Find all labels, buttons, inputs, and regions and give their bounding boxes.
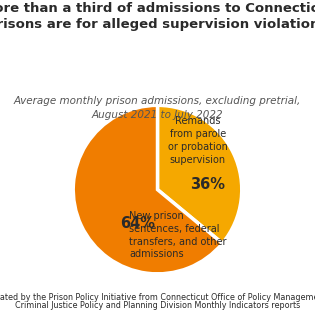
Wedge shape (158, 105, 242, 243)
Text: Remands
from parole
or probation
supervision: Remands from parole or probation supervi… (168, 116, 228, 165)
Text: Average monthly prison admissions, excluding pretrial,
August 2021 to July 2022: Average monthly prison admissions, exclu… (14, 96, 301, 119)
Text: Criminal Justice Policy and Planning Division Monthly Indicators reports: Criminal Justice Policy and Planning Div… (15, 301, 300, 310)
Text: 36%: 36% (190, 177, 225, 192)
Text: New prison
sentences, federal
transfers, and other
admissions: New prison sentences, federal transfers,… (129, 211, 226, 259)
Wedge shape (73, 105, 222, 274)
Text: More than a third of admissions to Connecticut
prisons are for alleged supervisi: More than a third of admissions to Conne… (0, 2, 315, 31)
Text: Created by the Prison Policy Initiative from Connecticut Office of Policy Manage: Created by the Prison Policy Initiative … (0, 293, 315, 302)
Text: 64%: 64% (121, 216, 156, 231)
